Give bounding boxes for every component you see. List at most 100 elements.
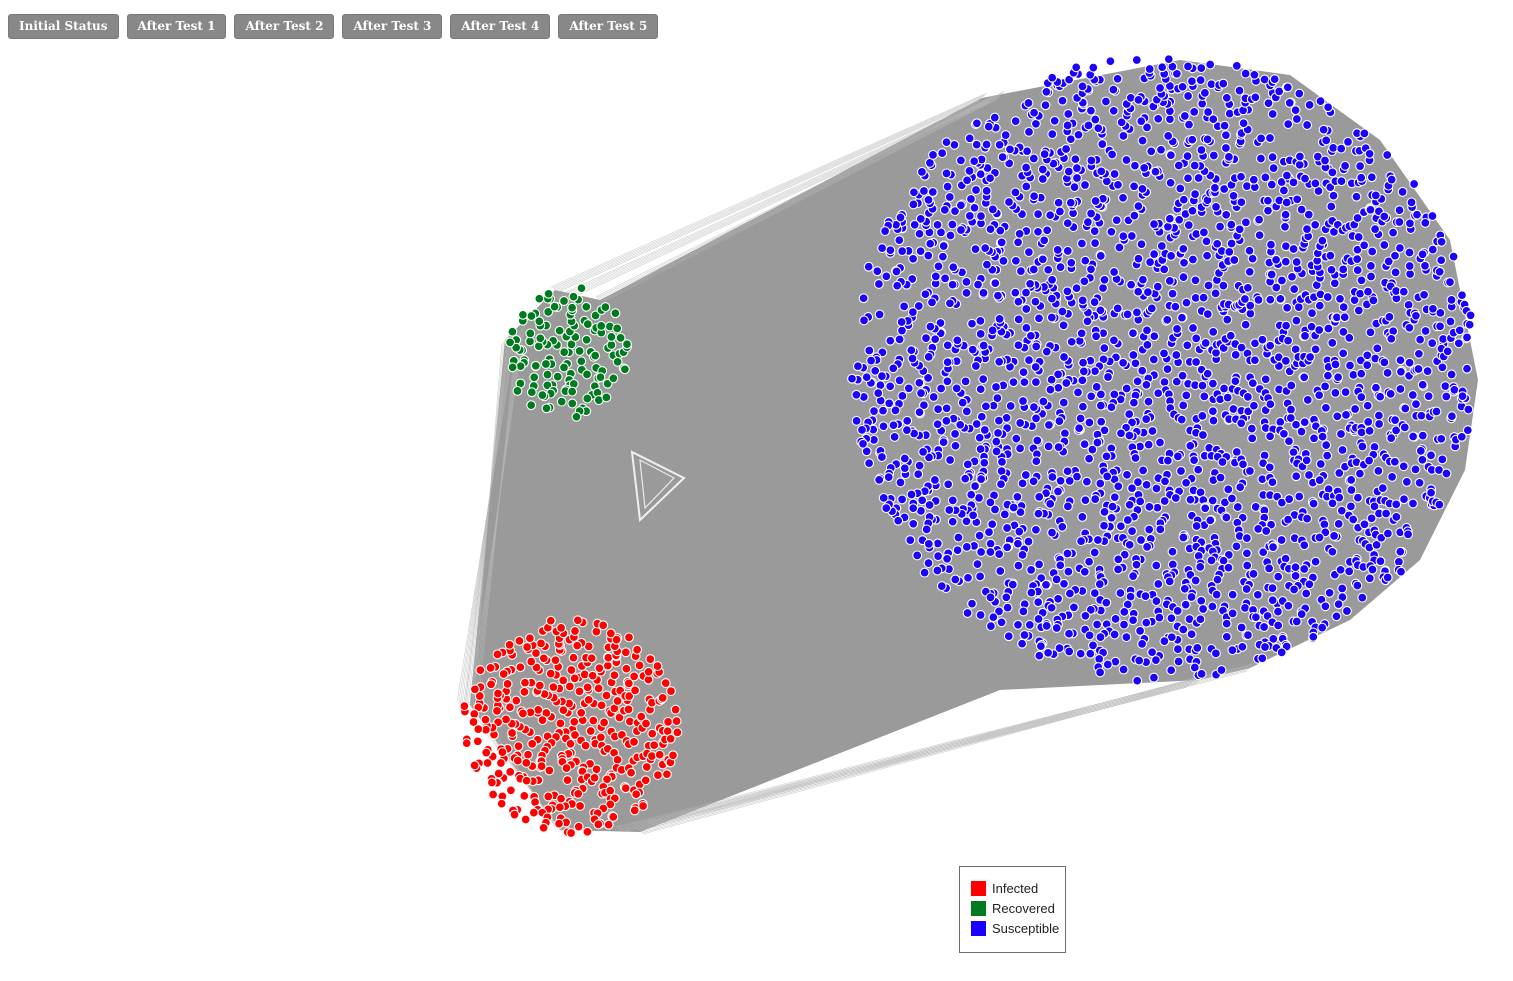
node-susceptible[interactable] (1310, 219, 1321, 230)
node-susceptible[interactable] (1190, 575, 1201, 586)
node-infected[interactable] (575, 801, 586, 811)
node-susceptible[interactable] (1296, 426, 1307, 437)
node-susceptible[interactable] (967, 598, 977, 609)
node-susceptible[interactable] (1186, 76, 1197, 87)
node-susceptible[interactable] (1267, 583, 1278, 594)
node-susceptible[interactable] (1143, 439, 1154, 450)
node-susceptible[interactable] (993, 415, 1004, 426)
node-susceptible[interactable] (1183, 220, 1194, 231)
node-recovered[interactable] (567, 302, 578, 313)
node-susceptible[interactable] (1102, 471, 1113, 482)
node-susceptible[interactable] (1010, 287, 1021, 298)
node-susceptible[interactable] (952, 335, 963, 346)
node-susceptible[interactable] (964, 210, 975, 221)
node-susceptible[interactable] (1350, 404, 1361, 414)
node-susceptible[interactable] (1344, 332, 1355, 343)
node-infected[interactable] (562, 775, 573, 786)
node-susceptible[interactable] (1153, 113, 1164, 124)
node-susceptible[interactable] (1333, 518, 1344, 529)
node-susceptible[interactable] (1362, 400, 1373, 411)
node-susceptible[interactable] (1045, 384, 1056, 395)
node-recovered[interactable] (517, 309, 528, 320)
node-susceptible[interactable] (1237, 641, 1248, 652)
node-susceptible[interactable] (1115, 588, 1126, 598)
node-susceptible[interactable] (1226, 493, 1237, 504)
node-susceptible[interactable] (1087, 444, 1098, 455)
node-susceptible[interactable] (1127, 526, 1138, 537)
node-susceptible[interactable] (1278, 185, 1289, 196)
node-susceptible[interactable] (1269, 74, 1280, 85)
node-susceptible[interactable] (1034, 491, 1045, 502)
node-infected[interactable] (647, 728, 658, 739)
node-susceptible[interactable] (1037, 174, 1048, 184)
node-susceptible[interactable] (1116, 117, 1127, 128)
node-susceptible[interactable] (1359, 128, 1370, 139)
node-susceptible[interactable] (1236, 342, 1247, 353)
node-susceptible[interactable] (923, 558, 934, 569)
node-susceptible[interactable] (1209, 182, 1220, 193)
node-susceptible[interactable] (1002, 542, 1013, 553)
node-infected[interactable] (554, 818, 564, 829)
node-infected[interactable] (545, 615, 556, 626)
node-susceptible[interactable] (1288, 244, 1299, 254)
node-susceptible[interactable] (1301, 588, 1312, 599)
node-susceptible[interactable] (1261, 526, 1272, 536)
node-susceptible[interactable] (1268, 633, 1279, 644)
node-susceptible[interactable] (942, 181, 953, 192)
node-susceptible[interactable] (1034, 559, 1045, 570)
node-recovered[interactable] (576, 283, 587, 294)
node-infected[interactable] (496, 798, 507, 809)
node-susceptible[interactable] (1273, 571, 1284, 582)
node-susceptible[interactable] (1047, 129, 1058, 140)
node-susceptible[interactable] (1188, 323, 1198, 333)
node-susceptible[interactable] (1222, 314, 1233, 325)
node-susceptible[interactable] (1148, 354, 1159, 365)
node-susceptible[interactable] (1292, 194, 1303, 205)
node-susceptible[interactable] (942, 340, 953, 351)
node-susceptible[interactable] (1216, 665, 1227, 675)
node-susceptible[interactable] (870, 365, 881, 376)
node-susceptible[interactable] (1197, 380, 1208, 391)
node-susceptible[interactable] (1280, 209, 1291, 220)
node-susceptible[interactable] (1294, 151, 1305, 162)
node-susceptible[interactable] (1366, 513, 1377, 524)
node-susceptible[interactable] (1202, 134, 1213, 145)
node-susceptible[interactable] (928, 392, 939, 402)
node-susceptible[interactable] (1247, 433, 1258, 444)
node-susceptible[interactable] (1207, 601, 1218, 612)
node-susceptible[interactable] (1202, 309, 1213, 320)
node-infected[interactable] (582, 826, 593, 837)
node-susceptible[interactable] (914, 460, 925, 471)
node-susceptible[interactable] (1137, 183, 1148, 194)
node-recovered[interactable] (582, 393, 593, 404)
node-susceptible[interactable] (1177, 81, 1188, 92)
node-susceptible[interactable] (873, 388, 884, 399)
node-susceptible[interactable] (1391, 499, 1402, 510)
node-susceptible[interactable] (1219, 383, 1230, 394)
node-infected[interactable] (631, 789, 642, 800)
node-susceptible[interactable] (1099, 425, 1110, 436)
node-infected[interactable] (513, 741, 524, 752)
node-susceptible[interactable] (864, 345, 875, 356)
node-infected[interactable] (492, 705, 502, 716)
node-infected[interactable] (488, 789, 499, 800)
node-infected[interactable] (565, 738, 576, 749)
node-susceptible[interactable] (1427, 244, 1438, 255)
node-infected[interactable] (526, 656, 537, 667)
node-susceptible[interactable] (1109, 492, 1120, 503)
node-susceptible[interactable] (1371, 539, 1382, 550)
node-susceptible[interactable] (1299, 540, 1310, 551)
node-susceptible[interactable] (1328, 142, 1339, 153)
node-susceptible[interactable] (941, 415, 952, 426)
node-susceptible[interactable] (907, 353, 918, 364)
node-susceptible[interactable] (1127, 483, 1137, 494)
node-infected[interactable] (522, 642, 533, 652)
node-susceptible[interactable] (968, 510, 979, 521)
node-susceptible[interactable] (1022, 146, 1033, 157)
node-susceptible[interactable] (1341, 409, 1351, 420)
node-susceptible[interactable] (976, 474, 987, 485)
node-susceptible[interactable] (1212, 238, 1223, 249)
node-susceptible[interactable] (1119, 619, 1129, 630)
node-susceptible[interactable] (1181, 477, 1192, 488)
node-infected[interactable] (524, 633, 535, 644)
